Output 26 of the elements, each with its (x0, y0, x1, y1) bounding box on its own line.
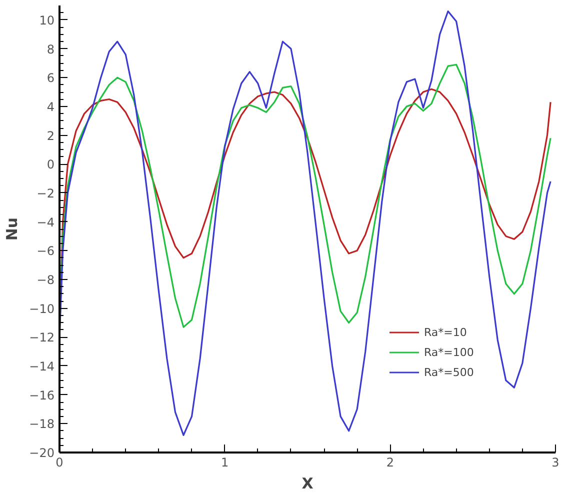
x-tick-label: 3 (552, 456, 560, 470)
y-tick-label: −12 (29, 330, 55, 345)
x-axis-title: X (302, 474, 314, 492)
y-tick-label: −20 (29, 446, 55, 460)
legend-label: Ra*=500 (424, 366, 474, 378)
line-series (60, 10, 552, 436)
y-tick-label: −18 (29, 417, 55, 432)
legend-label: Ra*=100 (424, 346, 474, 358)
x-tick-label: 2 (386, 456, 394, 470)
y-tick-label: −8 (36, 272, 55, 287)
y-tick-label: 4 (46, 100, 55, 114)
y-axis-title: Nu (3, 217, 22, 241)
legend-label: Ra*=10 (424, 326, 467, 338)
y-tick-label: −4 (36, 215, 55, 230)
y-tick-label: −14 (29, 359, 55, 374)
y-tick-label: 10 (39, 13, 55, 28)
y-tick-label: 2 (46, 128, 55, 143)
y-tick-label: 6 (46, 71, 55, 86)
y-tick-label: −16 (29, 388, 55, 402)
y-tick-label: 0 (46, 158, 55, 172)
y-tick-label: −2 (36, 186, 55, 200)
y-tick-label: −10 (29, 302, 55, 316)
y-tick-label: −6 (36, 244, 55, 258)
x-tick-label: 0 (56, 456, 64, 470)
x-tick-label: 1 (221, 456, 229, 470)
y-tick-label: 8 (46, 42, 55, 56)
